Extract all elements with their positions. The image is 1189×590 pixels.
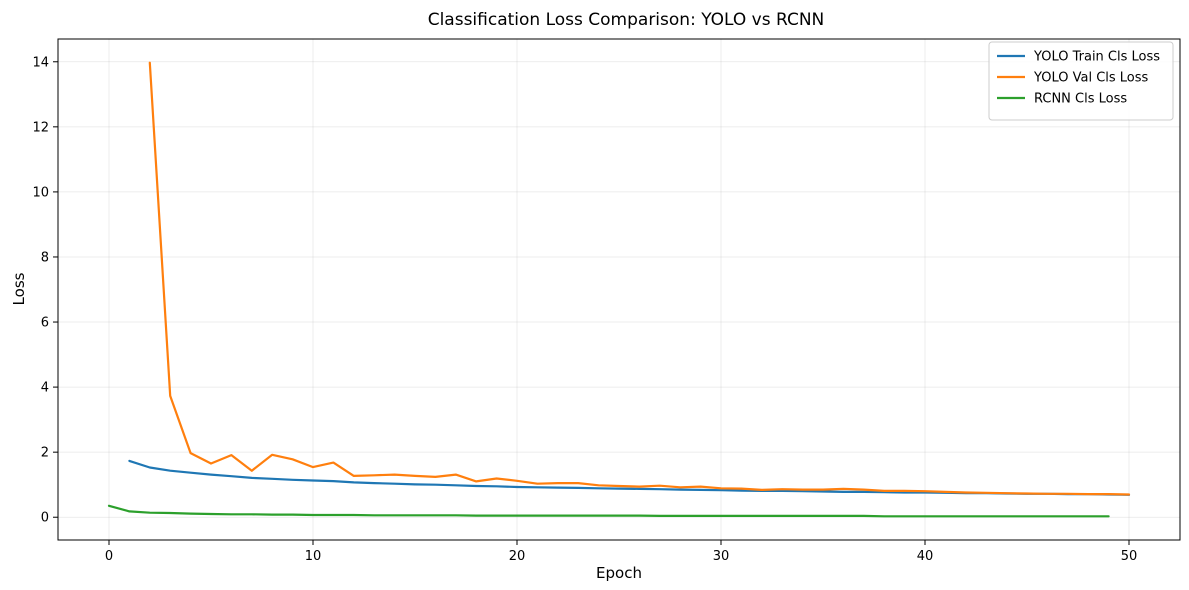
legend-label: YOLO Val Cls Loss [1033,71,1149,86]
axis-ticks: 0 10 20 30 40 50 0 2 4 6 8 10 12 14 [32,55,1137,564]
y-tick-label: 10 [32,185,49,200]
plot-frame [57,38,1181,541]
series-line-yolo-val-cls-loss [148,61,1131,496]
y-axis-label: Loss [10,272,28,305]
x-tick-label: 50 [1121,549,1138,564]
x-tick-label: 10 [305,549,322,564]
y-tick-label: 14 [32,55,49,70]
y-tick-label: 12 [32,120,49,135]
legend: YOLO Train Cls Loss YOLO Val Cls Loss RCNN… [988,41,1174,121]
chart-title: Classification Loss Comparison: YOLO vs … [428,10,825,30]
y-tick-label: 6 [41,316,49,331]
x-tick-label: 30 [713,549,730,564]
series-lines [107,61,1131,518]
y-tick-label: 8 [41,250,49,265]
x-tick-label: 40 [917,549,934,564]
legend-label: RCNN Cls Loss [1034,92,1127,107]
x-tick-label: 20 [509,549,526,564]
legend-label: YOLO Train Cls Loss [1033,50,1160,65]
y-tick-label: 4 [41,381,49,396]
series-line-rcnn-cls-loss [107,504,1110,518]
y-tick-label: 2 [41,446,49,461]
x-tick-label: 0 [105,549,113,564]
x-axis-label: Epoch [596,564,642,582]
legend-box [988,41,1174,121]
y-tick-label: 0 [41,511,49,526]
